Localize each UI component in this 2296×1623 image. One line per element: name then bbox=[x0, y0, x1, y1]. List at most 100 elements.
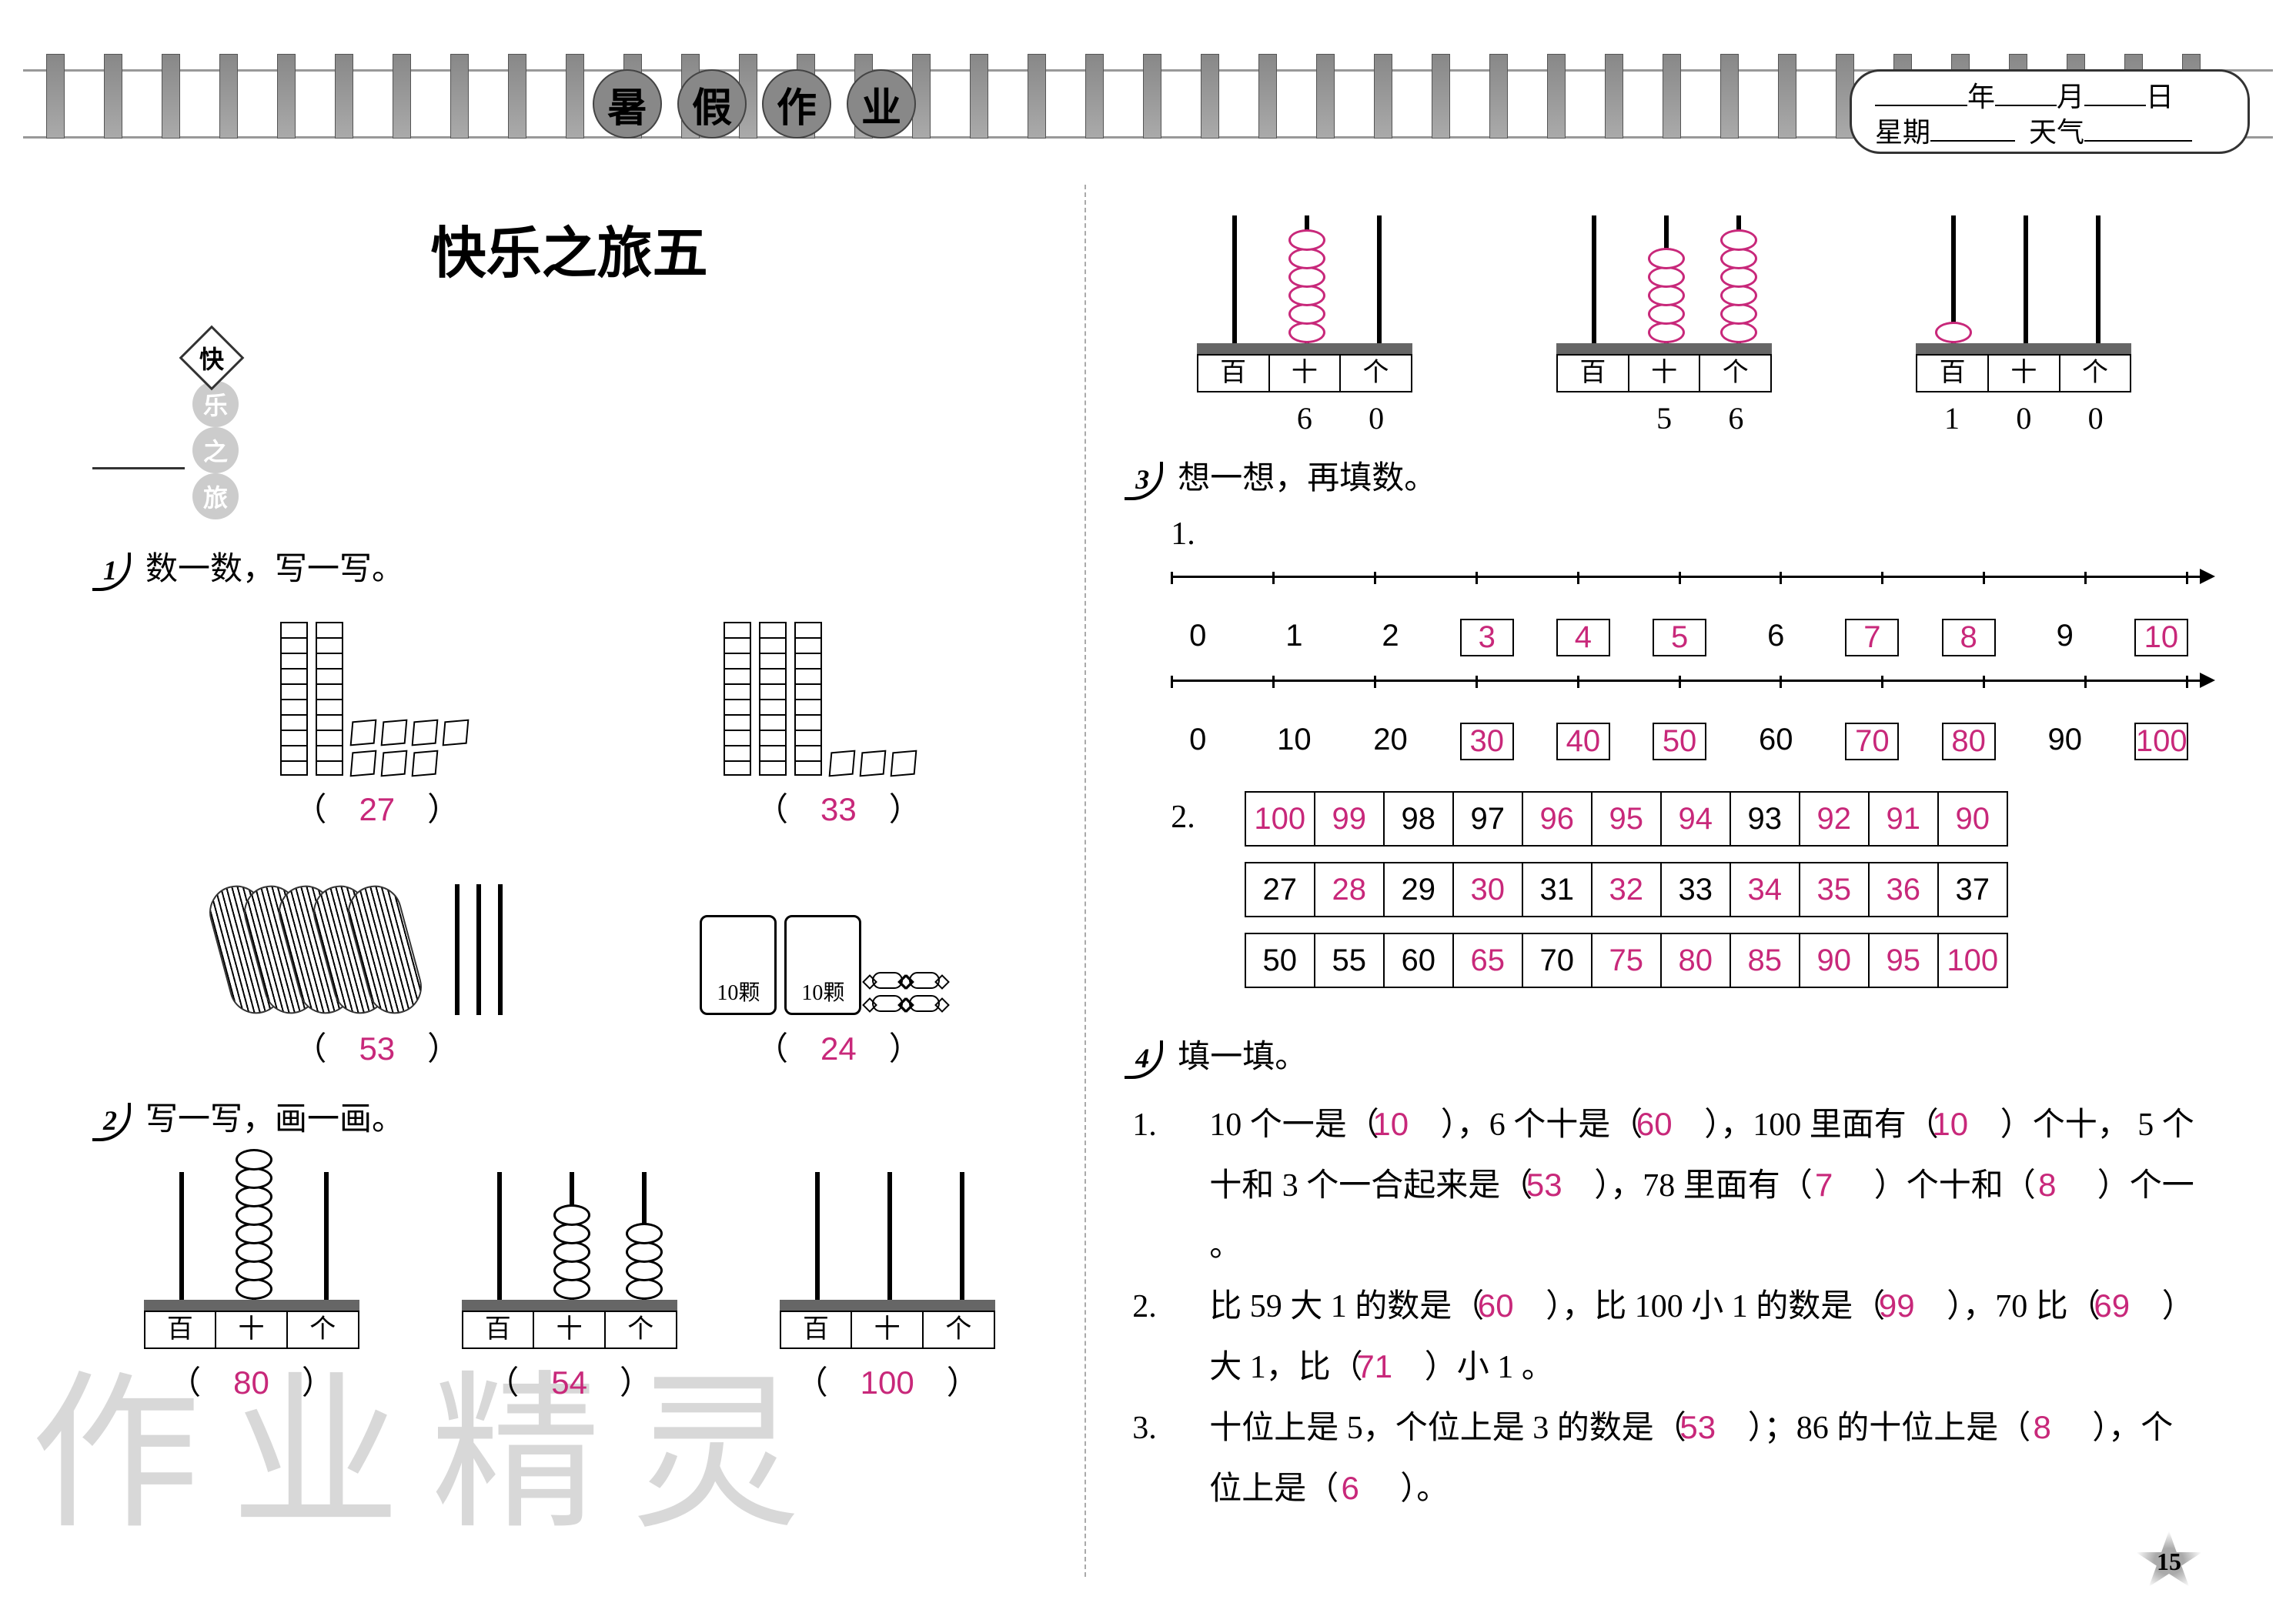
abacus-bead bbox=[1720, 303, 1757, 325]
abacus-rod bbox=[960, 1172, 964, 1300]
number-line-label: 40 bbox=[1556, 723, 1610, 760]
picket bbox=[219, 54, 238, 139]
sequence-cell: 85 bbox=[1730, 933, 1800, 987]
abacus-rod bbox=[252, 1172, 256, 1300]
weekday-label: 星期 bbox=[1875, 115, 1930, 150]
sequence-cell: 96 bbox=[1522, 792, 1592, 846]
q2-abacus-row-left: 百十个（ 80 ）百十个（ 54 ）百十个（ 100 ） bbox=[92, 1172, 1046, 1404]
main-content: 快乐之旅五 快乐之旅 1 数一数，写一写。 （ 27 ）（ 33 ）（ 53 ）… bbox=[92, 185, 2204, 1577]
abacus-bead bbox=[236, 1223, 272, 1244]
year-blank bbox=[1875, 83, 1967, 106]
abacus-rod bbox=[1305, 215, 1309, 343]
fill-item: 2.比 59 大 1 的数是（60），比 100 小 1 的数是（99），70 … bbox=[1171, 1276, 2204, 1398]
picket bbox=[1374, 54, 1392, 139]
picket bbox=[1547, 54, 1566, 139]
question-4: 4 填一填。 bbox=[1125, 1030, 2204, 1079]
number-line-label: 50 bbox=[1653, 723, 1706, 760]
sequence-cell: 93 bbox=[1730, 792, 1800, 846]
abacus-bead bbox=[553, 1241, 590, 1263]
number-line-label: 70 bbox=[1845, 723, 1899, 760]
abacus-place-labels: 百十个 bbox=[1556, 354, 1772, 392]
abacus-bead bbox=[1935, 322, 1972, 343]
right-column: 百十个60百十个56百十个100 3 想一想，再填数。 1. 012345678… bbox=[1085, 185, 2204, 1577]
abacus-bead bbox=[1288, 303, 1325, 325]
number-line: 0102030405060708090100 bbox=[1171, 680, 2204, 760]
header-badge: 作 bbox=[762, 69, 831, 139]
number-line-label: 0 bbox=[1171, 723, 1225, 760]
sequence-cell: 90 bbox=[1800, 933, 1869, 987]
abacus-answer: （ 80 ） bbox=[144, 1349, 359, 1404]
abacus-place-labels: 百十个 bbox=[144, 1311, 359, 1349]
picket bbox=[508, 54, 526, 139]
q2-number: 2 bbox=[92, 1103, 131, 1141]
picket bbox=[1605, 54, 1623, 139]
q2-text: 写一写，画一画。 bbox=[145, 1102, 404, 1137]
abacus-bead bbox=[1648, 285, 1685, 306]
number-line-label: 20 bbox=[1364, 723, 1418, 760]
q3-text: 想一想，再填数。 bbox=[1178, 461, 1436, 496]
abacus-bead bbox=[553, 1223, 590, 1244]
number-line-label: 90 bbox=[2038, 723, 2092, 760]
number-line-label: 3 bbox=[1460, 619, 1514, 656]
q3-part1-label: 1. bbox=[1171, 516, 2204, 553]
number-line-label: 30 bbox=[1460, 723, 1514, 760]
q3-part2-label: 2. bbox=[1171, 799, 1195, 836]
header-badges: 暑假作业 bbox=[593, 69, 916, 139]
number-line-label: 10 bbox=[1267, 723, 1321, 760]
sequence-cell: 95 bbox=[1592, 792, 1661, 846]
abacus-answer: 56 bbox=[1556, 392, 1772, 436]
q4-items: 1.10 个一是（10），6 个十是（60），100 里面有（10）个十， 5 … bbox=[1125, 1094, 2204, 1519]
abacus-bead bbox=[1720, 229, 1757, 251]
abacus-answer: （ 100 ） bbox=[780, 1349, 995, 1404]
abacus-bead bbox=[1288, 248, 1325, 269]
abacus-bead bbox=[553, 1260, 590, 1281]
picket bbox=[1258, 54, 1277, 139]
abacus-bead bbox=[626, 1260, 663, 1281]
count-graphic bbox=[169, 853, 585, 1015]
abacus: 百十个100 bbox=[1916, 215, 2131, 436]
abacus-frame bbox=[144, 1172, 359, 1311]
number-line-label: 6 bbox=[1749, 619, 1803, 656]
number-line-label: 7 bbox=[1845, 619, 1899, 656]
abacus-rod bbox=[2024, 215, 2028, 343]
q2-abacus-row-right: 百十个60百十个56百十个100 bbox=[1125, 215, 2204, 436]
picket bbox=[1778, 54, 1796, 139]
abacus-rod bbox=[1951, 215, 1956, 343]
sequence-cell: 70 bbox=[1522, 933, 1592, 987]
number-line-label: 4 bbox=[1556, 619, 1610, 656]
picket bbox=[1085, 54, 1104, 139]
sequence-cell: 90 bbox=[1938, 792, 2007, 846]
abacus-bead bbox=[236, 1241, 272, 1263]
sequence-cell: 29 bbox=[1384, 863, 1453, 917]
left-column: 快乐之旅五 快乐之旅 1 数一数，写一写。 （ 27 ）（ 33 ）（ 53 ）… bbox=[92, 185, 1085, 1577]
number-line-label: 1 bbox=[1267, 619, 1321, 656]
abacus-bead bbox=[1720, 248, 1757, 269]
picket bbox=[1201, 54, 1219, 139]
abacus-bead bbox=[626, 1241, 663, 1263]
number-line: 012345678910 bbox=[1171, 576, 2204, 656]
question-1: 1 数一数，写一写。 bbox=[92, 543, 1046, 591]
picket bbox=[970, 54, 988, 139]
q1-number: 1 bbox=[92, 553, 131, 591]
q1-text: 数一数，写一写。 bbox=[145, 552, 404, 587]
question-2: 2 写一写，画一画。 bbox=[92, 1093, 1046, 1141]
abacus-place-labels: 百十个 bbox=[780, 1311, 995, 1349]
count-graphic bbox=[631, 614, 1047, 776]
q3-seq-tables: 1009998979695949392919027282930313233343… bbox=[1198, 776, 2008, 1004]
sequence-cell: 92 bbox=[1800, 792, 1869, 846]
picket bbox=[1432, 54, 1450, 139]
number-line-label: 10 bbox=[2134, 619, 2188, 656]
journey-banner: 快乐之旅 bbox=[92, 335, 1046, 519]
abacus-rod bbox=[570, 1172, 574, 1300]
q4-text: 填一填。 bbox=[1178, 1040, 1307, 1075]
sequence-cell: 35 bbox=[1800, 863, 1869, 917]
page-title: 快乐之旅五 bbox=[92, 208, 1046, 289]
sequence-cell: 94 bbox=[1661, 792, 1730, 846]
picket bbox=[335, 54, 353, 139]
month-label: 月 bbox=[2057, 79, 2084, 115]
abacus-bead bbox=[1288, 266, 1325, 288]
journey-shape: 乐 bbox=[192, 381, 239, 427]
header-badge: 假 bbox=[677, 69, 747, 139]
abacus-rod bbox=[2096, 215, 2100, 343]
abacus-frame bbox=[780, 1172, 995, 1311]
